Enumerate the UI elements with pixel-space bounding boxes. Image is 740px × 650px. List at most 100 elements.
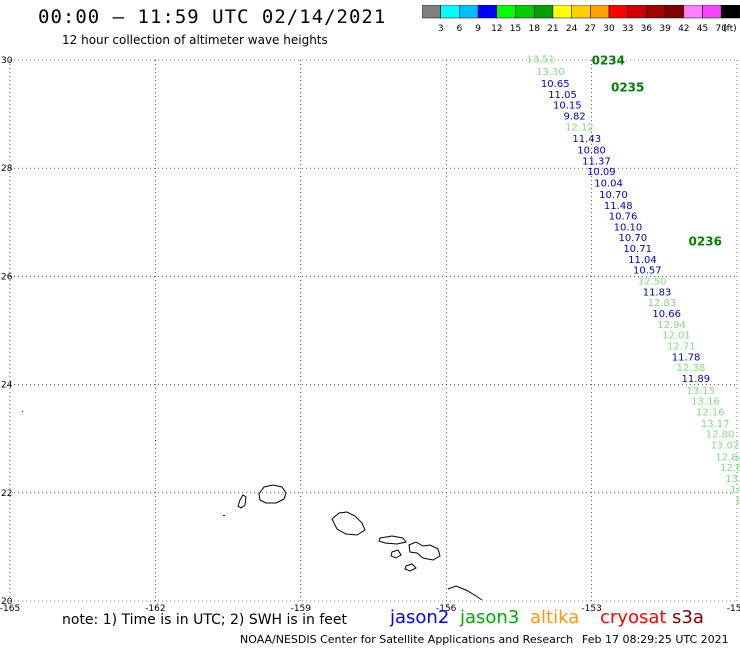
colorbar-label: 3 <box>438 24 444 34</box>
legend-cryosat: cryosat <box>600 607 667 628</box>
swh-value: 13.51 <box>526 55 555 66</box>
lat-tick-label: 20 <box>1 597 13 607</box>
swh-value: 12.84 <box>715 452 740 463</box>
swh-value: 10.04 <box>594 179 623 190</box>
pass-time-label: 0234 <box>592 53 625 67</box>
swh-value: 13.30 <box>725 474 740 485</box>
colorbar-label: 21 <box>547 24 558 34</box>
island-kahoolawe <box>404 563 417 572</box>
island-necker <box>155 440 156 441</box>
lat-tick-label: 24 <box>1 381 13 391</box>
swh-value: 10.15 <box>553 101 582 112</box>
swh-value: 10.66 <box>652 309 681 320</box>
page-subtitle: 12 hour collection of altimeter wave hei… <box>62 33 328 47</box>
map-grid <box>9 59 738 602</box>
color-scale-bar: 3 6 9 12 15 18 21 24 27 30 33 36 39 42 45 70(ft) <box>422 5 740 34</box>
swh-value: 13.15 <box>686 386 715 397</box>
colorbar-label: 45 <box>697 24 708 34</box>
lon-tick-label: -162 <box>145 604 165 614</box>
legend-jason2: jason2 <box>390 607 450 628</box>
swh-value: 11.04 <box>628 255 657 266</box>
colorbar-label: 9 <box>475 24 481 34</box>
swh-value: 11.43 <box>572 134 601 145</box>
colorbar-label: 36 <box>641 24 653 34</box>
island-hawaii <box>447 585 483 601</box>
island-niihau <box>237 494 247 509</box>
colorbar-label: 33 <box>622 24 633 34</box>
colorbar-label: 15 <box>510 24 521 34</box>
lon-tick-label: -159 <box>291 604 312 614</box>
swh-value: 12.38 <box>677 363 706 374</box>
colorbar-label: 42 <box>678 24 689 34</box>
swh-value: 11.78 <box>672 352 701 363</box>
island-oahu <box>331 511 366 536</box>
swh-value: 13.16 <box>691 397 720 408</box>
page-title: 00:00 – 11:59 UTC 02/14/2021 <box>38 6 387 28</box>
colorbar-label: 6 <box>457 24 463 34</box>
swh-value: 12.50 <box>638 277 667 288</box>
footer-note: note: 1) Time is in UTC; 2) SWH is in fe… <box>62 612 348 628</box>
swh-value: 10.76 <box>609 212 638 223</box>
island-maui <box>408 541 441 561</box>
swh-value: 10.70 <box>599 190 628 201</box>
colorbar-label: 39 <box>659 24 671 34</box>
colorbar-label: 70 <box>715 24 727 34</box>
swh-value: 11.05 <box>548 90 577 101</box>
swh-value: 13.02 <box>711 440 740 451</box>
swh-value: 12.83 <box>648 298 677 309</box>
colorbar-unit: (ft) <box>723 24 737 34</box>
footer-credit: NOAA/NESDIS Center for Satellite Applica… <box>240 633 574 646</box>
colorbar-label: 27 <box>585 24 596 34</box>
pass-time-label: 0235 <box>611 80 644 94</box>
colorbar-label: 12 <box>491 24 502 34</box>
pass-time-labels: 0234023502360237 <box>592 53 722 249</box>
lat-tick-label: 30 <box>1 56 13 66</box>
footer-timestamp: Feb 17 08:29:25 UTC 2021 <box>582 633 729 646</box>
swh-value: 9.82 <box>564 112 586 123</box>
swh-value: 12.49 <box>735 496 740 507</box>
swh-value: 12.80 <box>706 430 735 441</box>
island-nihoa <box>22 411 23 412</box>
swh-value: 12.71 <box>667 341 696 352</box>
swh-value: 12.01 <box>662 331 691 342</box>
swh-value: 11.83 <box>643 287 672 298</box>
swh-value: 12.94 <box>657 320 686 331</box>
swh-value: 10.70 <box>618 233 647 244</box>
swh-value: 10.80 <box>577 146 606 157</box>
swh-value: 12.63 <box>720 463 740 474</box>
legend-jason3: jason3 <box>460 607 520 628</box>
colorbar-label: 18 <box>528 24 540 34</box>
swh-value: 11.48 <box>604 201 633 212</box>
hawaiian-islands <box>22 411 483 601</box>
swh-value: 10.65 <box>541 79 570 90</box>
colorbar-label: 30 <box>603 24 615 34</box>
swh-value: 10.71 <box>623 244 652 255</box>
swh-value: 13.17 <box>701 419 730 430</box>
lon-tick-label: -156 <box>436 604 457 614</box>
island-kauai <box>258 484 287 504</box>
swh-value: 10.09 <box>587 167 616 178</box>
swh-value: 11.37 <box>582 156 611 167</box>
lat-tick-label: 26 <box>1 272 13 282</box>
swh-value: 11.89 <box>681 374 710 385</box>
swh-value: 10.57 <box>633 266 662 277</box>
island-molokai <box>378 535 407 545</box>
legend-s3a: s3a <box>672 607 704 628</box>
swh-value: 10.10 <box>614 222 643 233</box>
lon-tick-label: -165 <box>0 604 20 614</box>
lat-tick-label: 28 <box>1 164 13 174</box>
legend-altika: altika <box>530 607 580 628</box>
lat-tick-label: 22 <box>1 489 12 499</box>
swh-value: 12.12 <box>565 122 594 133</box>
lon-tick-label: -153 <box>581 604 601 614</box>
island-lehua <box>223 515 225 516</box>
island-lanai <box>390 549 402 559</box>
swh-value: 12.16 <box>696 407 725 418</box>
colorbar-label: 24 <box>566 24 578 34</box>
swh-value: 14.14 <box>730 485 740 496</box>
lon-tick-label: -150 <box>727 604 740 614</box>
swh-value: 13.30 <box>536 67 565 78</box>
axis-labels: -165 -162 -159 -156 -153 -150 30 28 26 24 22 20 <box>0 56 740 614</box>
pass-time-label: 0236 <box>689 235 722 249</box>
